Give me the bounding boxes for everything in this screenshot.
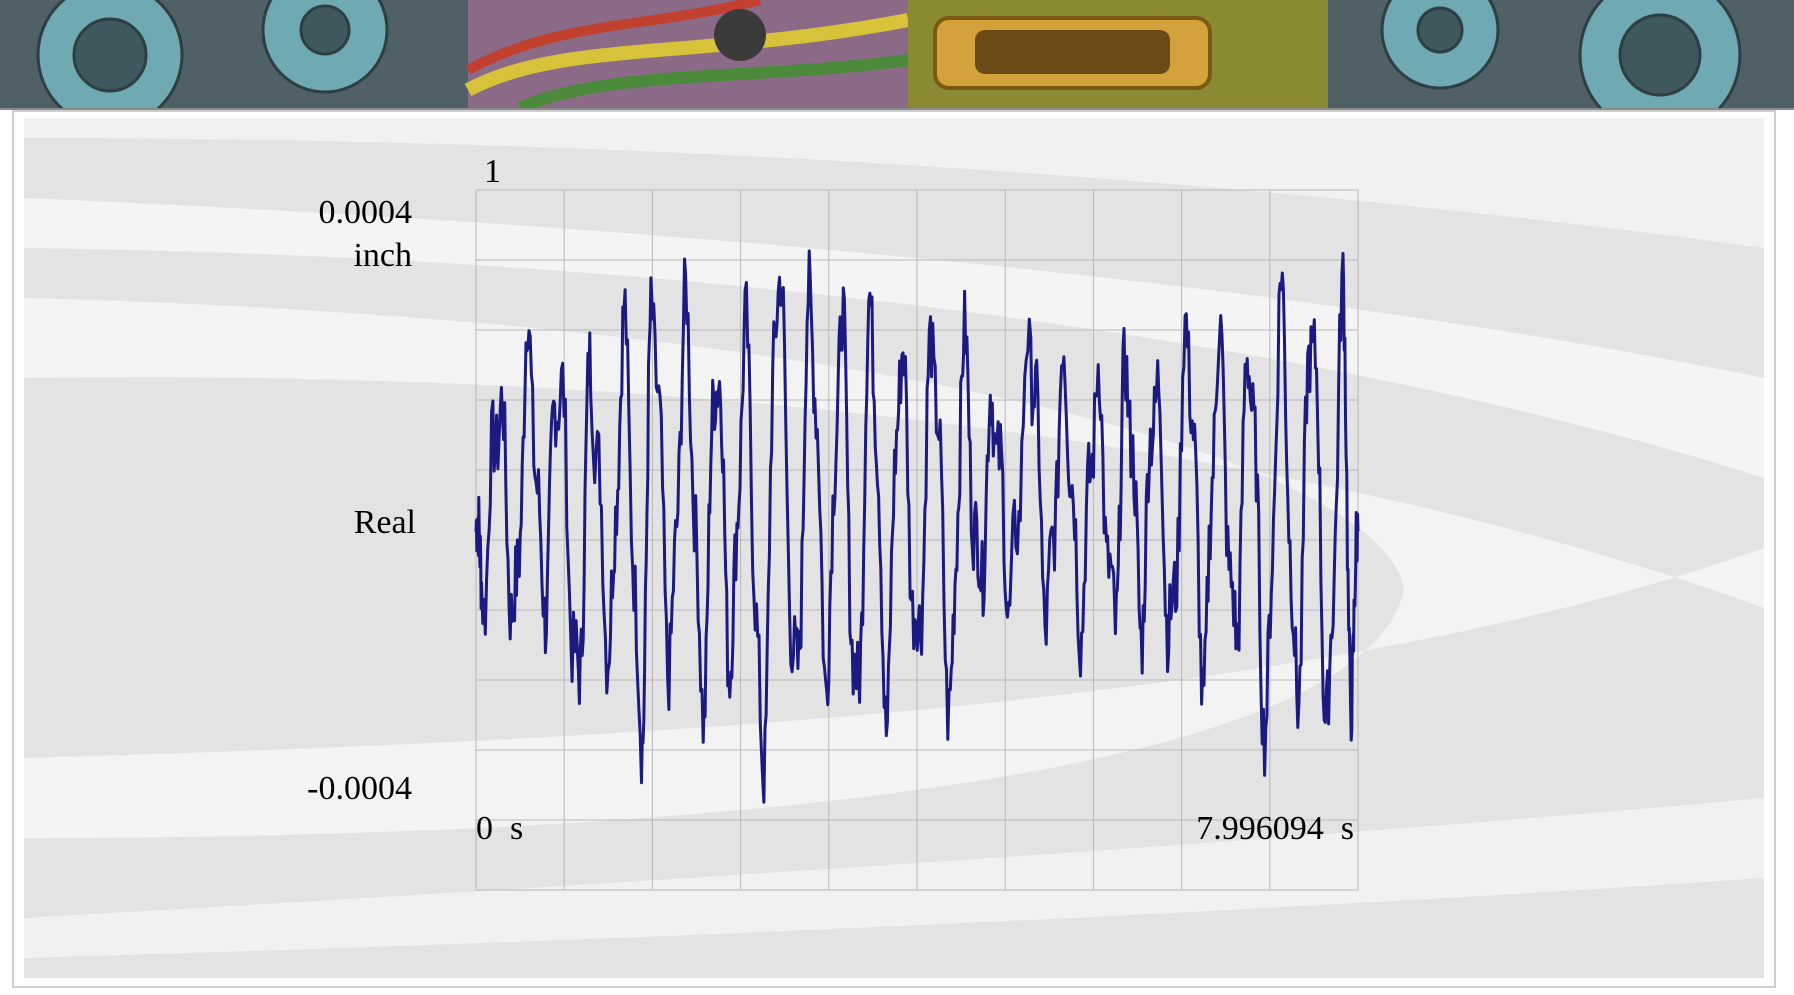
series-line xyxy=(474,249,1360,804)
background-swoosh xyxy=(24,118,1764,958)
chart-area: 1 0.0004 inch Real -0.0004 0 s 7.996094 … xyxy=(24,118,1764,978)
content-panel: 1 0.0004 inch Real -0.0004 0 s 7.996094 … xyxy=(12,110,1776,988)
grid-lines xyxy=(475,189,1359,891)
x-max-tick-label: 7.996094 s xyxy=(1196,812,1354,846)
y-axis-label: Real xyxy=(353,504,416,541)
y-min-tick-label: -0.0004 xyxy=(307,770,412,807)
chart-plot xyxy=(474,189,1360,891)
x-max-unit: s xyxy=(1340,810,1354,847)
x-min-value: 0 xyxy=(476,810,493,847)
y-max-tick-label: 0.0004 xyxy=(318,194,413,231)
chart-title: 1 xyxy=(484,153,501,190)
header-banner xyxy=(0,0,1794,110)
banner-image xyxy=(0,0,1794,108)
y-unit-label: inch xyxy=(353,237,412,274)
gear-icon xyxy=(1380,0,1742,108)
x-min-tick-label: 0 s xyxy=(476,812,523,846)
gear-icon xyxy=(36,0,389,108)
x-max-value: 7.996094 xyxy=(1196,810,1324,847)
x-min-unit: s xyxy=(510,810,524,847)
